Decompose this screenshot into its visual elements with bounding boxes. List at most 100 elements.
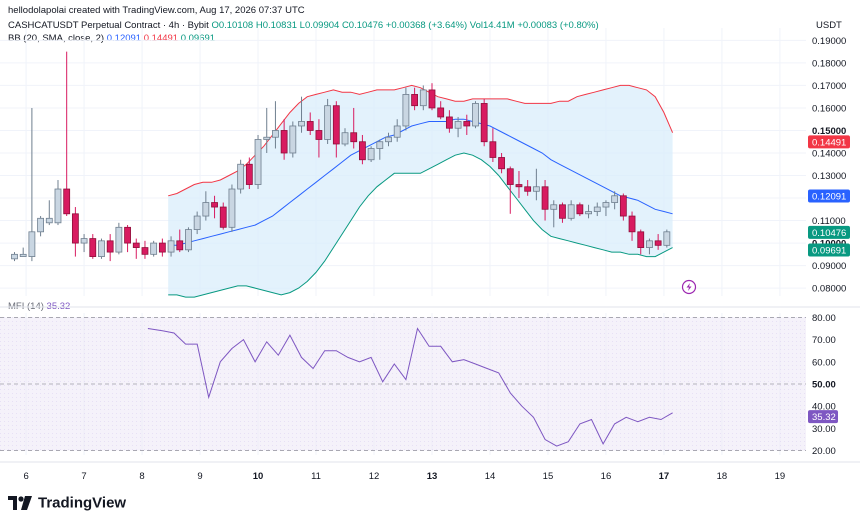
candle-body [611, 195, 619, 203]
candle-body [167, 240, 175, 253]
candle-body [272, 130, 279, 138]
candle-body [524, 186, 532, 192]
price-badge [808, 189, 850, 203]
candle-body [489, 141, 497, 158]
time-axis[interactable]: 6 7 8 9 10 11 12 13 14 15 16 17 18 19 [0, 461, 860, 482]
candle-body [158, 242, 166, 253]
mfi-tick-label: 70.00 [812, 335, 836, 346]
time-tick-label: 7 [81, 471, 86, 482]
candle-body [193, 215, 201, 230]
candle-body [480, 103, 488, 143]
time-tick-label: 11 [311, 471, 321, 482]
price-tick-label: 0.13000 [812, 171, 846, 182]
candle-body [89, 238, 97, 257]
time-tick-label: 18 [717, 471, 728, 482]
mfi-tick-label: 20.00 [812, 446, 836, 457]
mfi-tick-label: 50.00 [812, 380, 836, 391]
lightning-icon[interactable] [681, 279, 697, 295]
price-tick-label: 0.19000 [812, 36, 846, 47]
time-tick-label: 9 [197, 471, 202, 482]
mfi-badge [808, 410, 838, 424]
candle-body [219, 206, 227, 228]
time-tick-label: 12 [369, 471, 380, 482]
time-tick-label: 19 [775, 471, 786, 482]
mfi-tick-label: 60.00 [812, 357, 836, 368]
symbol-name[interactable]: CASHCATUSDT Perpetual Contract · 4h · By… [8, 20, 209, 31]
symbol-info-line: CASHCATUSDT Perpetual Contract · 4h · By… [8, 20, 599, 31]
bb-upper-line [168, 84, 674, 197]
time-tick-label: 13 [427, 471, 438, 482]
candle-body [367, 148, 375, 161]
candle-body [324, 105, 332, 140]
candle-body [619, 195, 627, 217]
candle-body [11, 253, 18, 260]
mfi-line [147, 327, 673, 447]
price-axis[interactable]: 0.19000 0.18000 0.17000 0.16000 0.15000 0.140… [808, 36, 850, 295]
candle-body [402, 94, 410, 127]
candle-body [237, 163, 245, 190]
tradingview-logo[interactable]: TradingView [8, 494, 126, 512]
candle-body [472, 103, 479, 127]
candle-body [419, 89, 427, 107]
candle-body [19, 253, 27, 257]
price-tick-label: 0.17000 [812, 81, 846, 92]
candle-body [141, 247, 149, 255]
candle-body [45, 217, 53, 224]
time-tick-label: 10 [253, 471, 264, 482]
change-value: +0.00368 (+3.64%) [385, 20, 468, 31]
volume-change-value: +0.00083 (+0.80%) [517, 20, 599, 31]
candle-body [515, 184, 523, 188]
candle-body [359, 141, 366, 161]
bb-upper-value: 0.14491 [143, 33, 179, 44]
candle-body [150, 242, 158, 255]
tradingview-logo-text: TradingView [38, 494, 127, 512]
low-value: L0.09904 [299, 20, 340, 31]
price-tick-label: 0.18000 [812, 58, 846, 69]
mfi-badge-label: 35.32 [812, 412, 836, 423]
candle-body [646, 240, 653, 248]
high-value: H0.10831 [255, 20, 298, 31]
price-tick-label: 0.09000 [812, 261, 846, 272]
candle-body [132, 242, 140, 248]
candle-body [411, 94, 418, 107]
candle-body [245, 163, 253, 185]
bb-lower-value: 0.09691 [180, 33, 216, 44]
candle-body [254, 139, 262, 185]
candle-body [80, 238, 88, 244]
candle-body [506, 168, 514, 185]
price-badge-label: 0.12091 [812, 191, 846, 202]
volume-value: Vol14.41M [469, 20, 515, 31]
candle-body [445, 116, 453, 129]
candle-body [211, 202, 218, 208]
price-badge-label: 0.10476 [812, 228, 846, 239]
candle-body [115, 226, 123, 253]
candle-body [202, 202, 210, 217]
price-tick-label: 0.15000 [812, 126, 846, 137]
bb-legend[interactable]: BB (20, SMA, close, 2) 0.12091 0.14491 0… [8, 33, 215, 44]
candle-body [428, 89, 436, 109]
price-badge [808, 243, 850, 257]
attribution-text: hellodolapolai created with TradingView.… [8, 5, 305, 16]
price-tick-label: 0.14000 [812, 148, 846, 159]
bb-basis-value: 0.12091 [106, 33, 142, 44]
candle-body [654, 240, 662, 246]
mfi-tick-label: 80.00 [812, 313, 836, 324]
candle-body [376, 141, 384, 149]
candle-body [315, 130, 323, 140]
candle-body [637, 231, 645, 248]
candlesticks [11, 51, 671, 262]
mfi-axis[interactable]: 80.00 70.00 60.00 50.00 40.00 30.00 20.00 35.32 [808, 313, 838, 457]
time-tick-label: 15 [543, 471, 554, 482]
time-tick-label: 6 [23, 471, 28, 482]
candle-body [298, 121, 305, 127]
price-tick-label: 0.08000 [812, 284, 846, 295]
candle-body [124, 226, 131, 244]
tradingview-logo-icon [8, 496, 32, 511]
currency-label: USDT [816, 20, 842, 31]
candle-body [585, 211, 592, 215]
candle-body [63, 188, 71, 215]
candle-body [454, 121, 462, 129]
candle-body [350, 132, 358, 143]
candle-body [498, 157, 505, 170]
